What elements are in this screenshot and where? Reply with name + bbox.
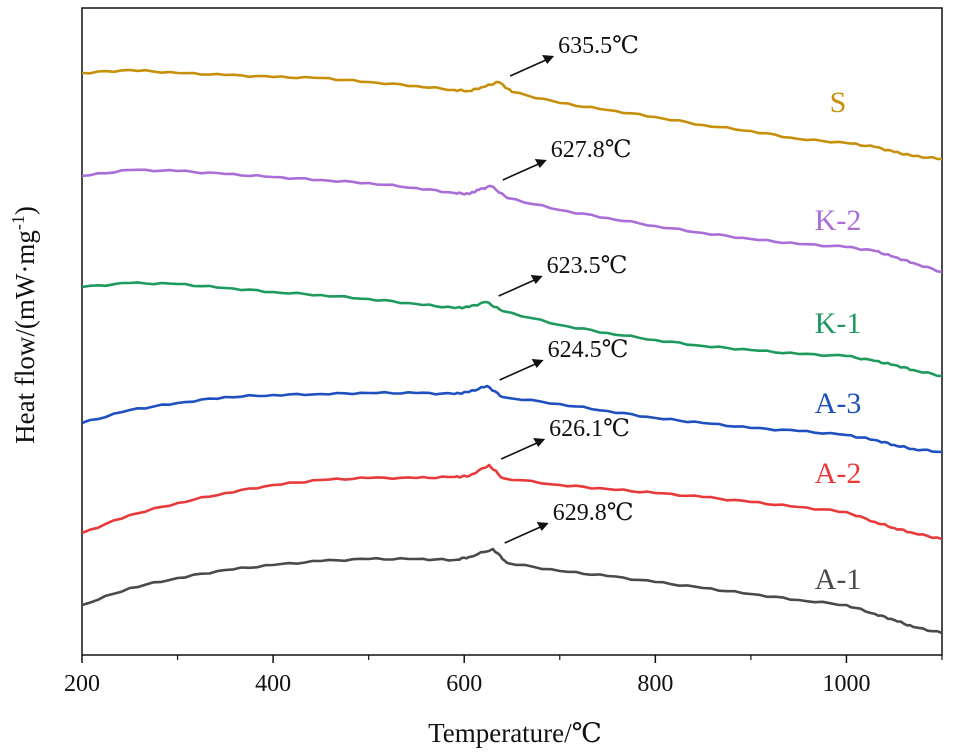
peak-arrow (504, 525, 544, 544)
series-label-a-1: A-1 (815, 563, 862, 596)
peak-label: 627.8℃ (551, 137, 632, 163)
peak-arrowhead (534, 159, 547, 168)
peak-label: 626.1℃ (549, 416, 630, 442)
y-axis-label-close: ) (10, 206, 40, 215)
peak-arrowhead (533, 438, 546, 447)
x-tick-label: 800 (637, 671, 673, 697)
peak-label: 629.8℃ (553, 500, 634, 526)
peak-label: 624.5℃ (548, 337, 629, 363)
series-layer (81, 68, 943, 635)
series-label-k-1: K-1 (815, 307, 862, 340)
x-axis-ticks: 200 400 600 800 1000 (64, 655, 943, 697)
series-label-k-2: K-2 (815, 204, 862, 237)
peak-arrow (499, 362, 538, 381)
x-tick-label: 600 (446, 671, 482, 697)
plot-frame (81, 7, 943, 656)
peak-arrow (509, 58, 549, 77)
series-line-a-3 (81, 384, 943, 454)
peak-label: 623.5℃ (547, 253, 628, 279)
peak-arrow (502, 162, 542, 181)
series-line-a-2 (81, 463, 943, 541)
x-tick-label: 400 (255, 671, 291, 697)
series-label-s: S (830, 86, 847, 119)
x-axis-label: Temperature/℃ (428, 718, 602, 748)
series-label-a-3: A-3 (815, 387, 862, 420)
series-line-k-2 (81, 168, 943, 274)
peak-arrowhead (531, 359, 544, 368)
peak-arrow (500, 441, 540, 460)
series-line-k-1 (81, 281, 943, 378)
y-axis-label-superscript: -1 (8, 215, 28, 230)
peak-arrow (498, 278, 538, 297)
x-tick-label: 200 (64, 671, 100, 697)
x-tick-label: 1000 (822, 671, 870, 697)
peak-arrowhead (536, 522, 549, 531)
peak-annotations: 635.5℃ 627.8℃ 623.5℃ 624.5℃ 626.1℃ 629.8℃ (498, 33, 639, 544)
series-label-a-2: A-2 (815, 457, 862, 490)
y-axis-label: Heat flow/(mW·mg-1) (8, 206, 40, 444)
peak-arrowhead (530, 275, 543, 284)
series-line-a-1 (81, 547, 943, 635)
series-labels: S K-2 K-1 A-3 A-2 A-1 (815, 86, 862, 596)
y-axis-label-main: Heat flow/(mW·mg (10, 230, 40, 444)
series-line-s (81, 68, 943, 161)
plot-border (81, 7, 943, 656)
peak-label: 635.5℃ (558, 33, 639, 59)
peak-arrowhead (542, 55, 555, 64)
